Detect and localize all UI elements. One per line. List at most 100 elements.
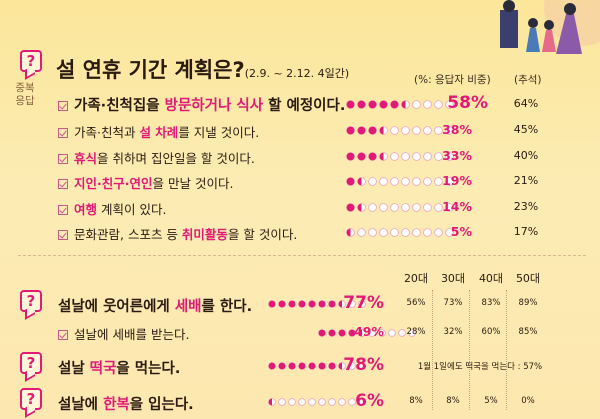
label-part: 설날에 xyxy=(58,397,104,413)
chuseok-value: 45% xyxy=(513,123,539,136)
dot-gauge xyxy=(346,100,454,109)
age-value: 60% xyxy=(481,327,501,337)
gauge-dot-fill xyxy=(268,362,276,370)
label-part: 떡국 xyxy=(89,361,117,377)
gauge-dot xyxy=(358,300,366,308)
dot-gauge xyxy=(268,398,366,406)
gauge-dot xyxy=(434,177,443,186)
label-part: 세배 xyxy=(174,299,202,315)
gauge-dot-fill xyxy=(357,100,366,109)
age-value: 73% xyxy=(443,298,463,308)
age-value: 83% xyxy=(481,298,501,308)
section-title: 설 연휴 기간 계획은?(2.9. ~ 2.12. 4일간) xyxy=(56,58,350,82)
label-part: 계획이 있다. xyxy=(97,202,167,217)
gauge-dot-fill xyxy=(268,300,276,308)
gauge-dot-fill xyxy=(278,362,286,370)
gauge-dot-fill xyxy=(346,228,351,237)
percent-value: 33% xyxy=(442,148,472,163)
gauge-dot xyxy=(423,126,432,135)
label-part: 을 먹는다. xyxy=(116,361,181,377)
checkbox-icon xyxy=(58,101,68,111)
gauge-dot xyxy=(379,203,388,212)
percent-value: 14% xyxy=(442,199,472,214)
gauge-dot xyxy=(398,329,406,337)
gauge-dot-fill xyxy=(338,362,342,370)
label-part: 설 차례 xyxy=(139,125,179,140)
section-divider xyxy=(18,255,586,256)
gauge-dot xyxy=(445,126,454,135)
gauge-dot xyxy=(358,398,366,406)
gauge-dot xyxy=(379,177,388,186)
gauge-dot-fill xyxy=(318,300,326,308)
age-header: 20대 xyxy=(403,272,429,285)
gauge-dot xyxy=(423,203,432,212)
gauge-dot-fill xyxy=(278,300,286,308)
age-value: 8% xyxy=(409,396,423,406)
gauge-dot xyxy=(401,228,410,237)
gauge-dot xyxy=(390,126,399,135)
gauge-dot-fill xyxy=(358,329,362,337)
percent-value: 58% xyxy=(447,93,488,113)
gauge-dot xyxy=(390,152,399,161)
header-share: (%: 응답자 비중) xyxy=(414,74,491,86)
gauge-dot-fill xyxy=(346,152,355,161)
dot-gauge xyxy=(346,152,454,161)
gauge-dot-fill xyxy=(368,100,377,109)
gauge-dot xyxy=(423,152,432,161)
dot-gauge xyxy=(346,126,454,135)
gauge-dot xyxy=(401,126,410,135)
gauge-dot xyxy=(401,203,410,212)
gauge-dot xyxy=(423,228,432,237)
gauge-dot xyxy=(434,203,443,212)
age-column-divider xyxy=(506,290,507,410)
age-value: 32% xyxy=(443,327,463,337)
dot-gauge xyxy=(346,203,454,212)
gauge-dot-fill xyxy=(288,362,296,370)
checkbox-icon xyxy=(58,128,68,138)
row-label: 휴식을 취하며 집안일을 할 것이다. xyxy=(58,148,255,167)
gauge-dot-fill xyxy=(357,126,366,135)
gauge-dot xyxy=(390,228,399,237)
label-part: 을 할 것이다. xyxy=(227,227,298,242)
percent-value: 49% xyxy=(354,324,384,339)
gauge-dot xyxy=(368,228,377,237)
gauge-dot xyxy=(368,329,376,337)
gauge-dot-fill xyxy=(338,300,342,308)
age-value: 56% xyxy=(406,298,426,308)
gauge-dot xyxy=(412,228,421,237)
question-icon: ? xyxy=(20,50,42,72)
gauge-dot xyxy=(445,177,454,186)
age-value: 5% xyxy=(484,396,498,406)
label-part: 를 지낼 것이다. xyxy=(178,125,260,140)
label-part: 취미활동 xyxy=(181,227,228,242)
row-label: 설날 떡국을 먹는다. xyxy=(58,357,180,378)
label-part: 할 예정이다. xyxy=(263,98,346,114)
gauge-dot xyxy=(348,362,356,370)
gauge-dot xyxy=(434,152,443,161)
label-part: 설날 xyxy=(58,361,90,377)
gauge-dot-fill xyxy=(379,126,384,135)
gauge-dot xyxy=(348,300,356,308)
chuseok-value: 21% xyxy=(513,174,539,187)
gauge-dot-fill xyxy=(346,177,355,186)
gauge-dot xyxy=(390,203,399,212)
age-value: 89% xyxy=(518,298,538,308)
age-value: 28% xyxy=(406,327,426,337)
gauge-dot xyxy=(423,177,432,186)
gauge-dot-fill xyxy=(346,126,355,135)
gauge-dot xyxy=(390,177,399,186)
header-chuseok: (추석) xyxy=(514,74,542,86)
age-column-divider xyxy=(469,290,470,410)
gauge-dot xyxy=(445,152,454,161)
question-icon: ? xyxy=(20,388,42,410)
age-value: 85% xyxy=(518,327,538,337)
row-label: 여행 계획이 있다. xyxy=(58,199,166,218)
row-note: 1월 1일에도 떡국을 먹는다 : 57% xyxy=(417,362,543,372)
chuseok-value: 23% xyxy=(513,200,539,213)
gauge-dot-fill xyxy=(308,362,316,370)
label-part: 을 만날 것이다. xyxy=(152,176,234,191)
gauge-dot-fill xyxy=(268,398,272,406)
gauge-dot xyxy=(278,398,286,406)
gauge-dot-fill xyxy=(390,100,399,109)
gauge-dot xyxy=(408,329,416,337)
